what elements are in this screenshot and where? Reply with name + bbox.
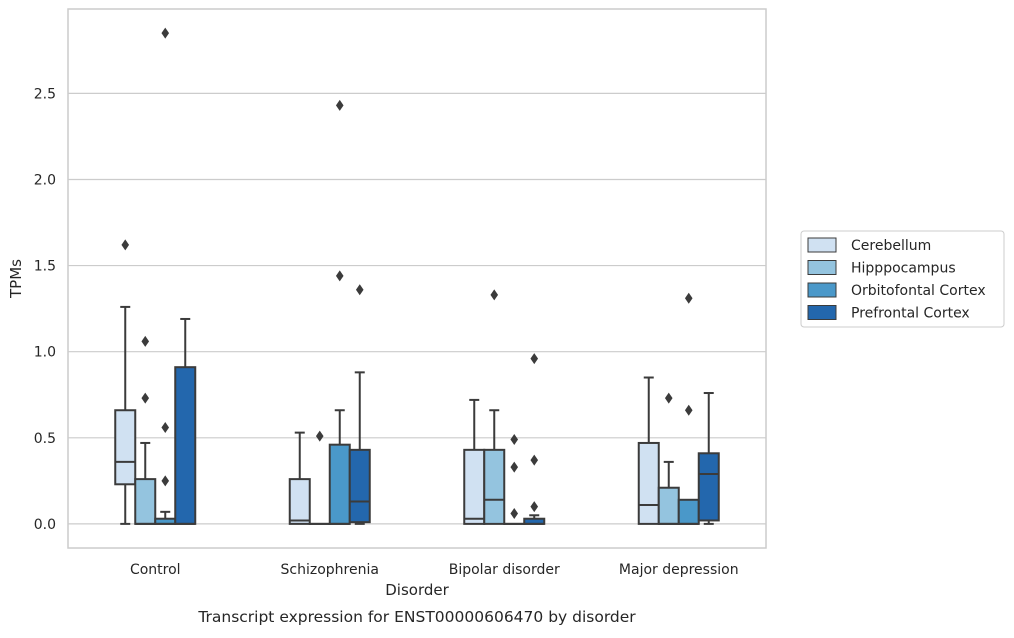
legend-label: Prefrontal Cortex	[851, 306, 970, 322]
x-tick-labels: Control Schizophrenia Bipolar disorder Majo…	[130, 562, 739, 578]
box-body	[330, 445, 350, 524]
x-tick-label: Major depression	[619, 562, 739, 578]
x-tick-label: Schizophrenia	[281, 562, 379, 578]
y-tick-label: 0.5	[34, 431, 56, 447]
legend-label: Cerebellum	[851, 238, 931, 254]
legend: Cerebellum Hipppocampus Orbitofontal Corte…	[801, 231, 1004, 327]
legend-swatch	[808, 261, 836, 275]
y-tick-label: 1.5	[34, 259, 56, 275]
y-tick-label: 2.5	[34, 86, 56, 102]
y-axis-label: TPMs	[7, 259, 25, 299]
box-body	[699, 453, 719, 520]
box-body	[639, 443, 659, 524]
box-body	[175, 367, 195, 524]
chart-title: Transcript expression for ENST0000060647…	[197, 608, 636, 626]
box-body	[350, 450, 370, 522]
plot-area-background	[68, 9, 766, 548]
legend-swatch	[808, 306, 836, 320]
legend-label: Orbitofontal Cortex	[851, 283, 986, 299]
box-body	[659, 488, 679, 524]
box-body	[290, 479, 310, 524]
legend-swatch	[808, 238, 836, 252]
x-axis-label: Disorder	[385, 581, 449, 599]
y-tick-label: 2.0	[34, 172, 56, 188]
box-body	[115, 410, 135, 484]
box-body	[679, 500, 699, 524]
legend-swatch	[808, 283, 836, 297]
y-tick-label: 1.0	[34, 345, 56, 361]
x-tick-label: Bipolar disorder	[449, 562, 560, 578]
legend-label: Hipppocampus	[851, 261, 956, 277]
box-body	[135, 479, 155, 524]
box-body	[484, 450, 504, 524]
x-tick-label: Control	[130, 562, 181, 578]
y-tick-labels: 0.0 0.5 1.0 1.5 2.0 2.5	[34, 86, 56, 533]
y-tick-label: 0.0	[34, 517, 56, 533]
box-body	[464, 450, 484, 524]
